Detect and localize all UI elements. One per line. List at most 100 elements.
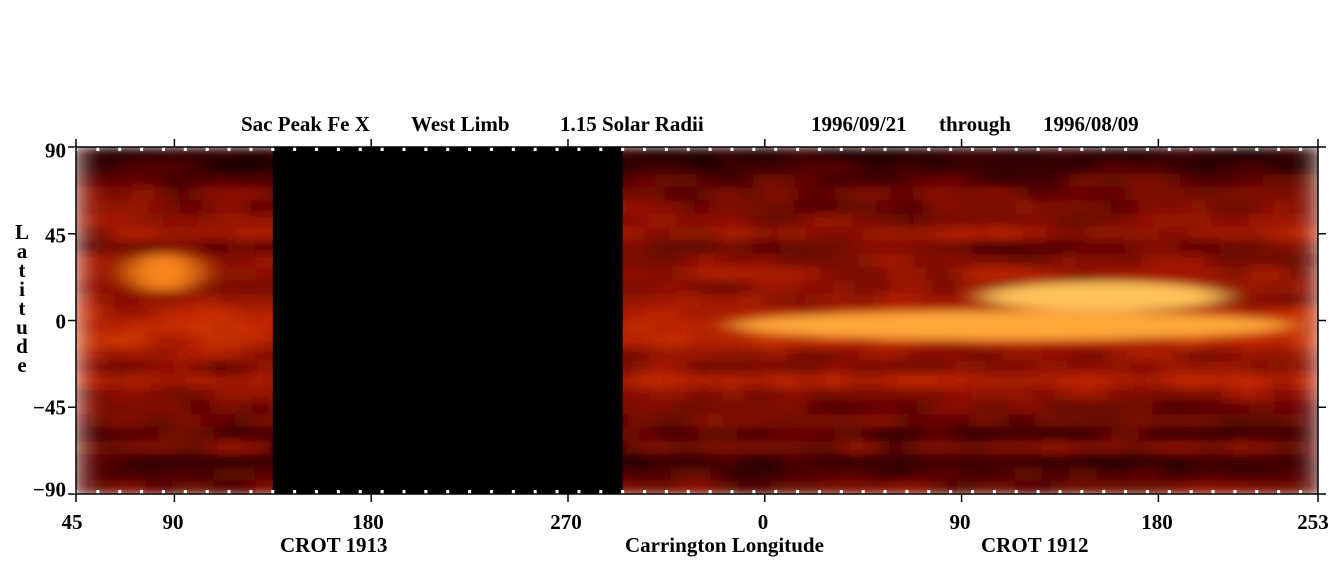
heatmap-cell (683, 147, 698, 162)
heatmap-cell (752, 467, 767, 482)
heatmap-cell (1152, 413, 1168, 429)
heatmap-cell (793, 373, 809, 389)
heatmap-cell (793, 387, 809, 402)
minor-tick-mark (861, 490, 865, 494)
heatmap-cell (103, 240, 119, 255)
heatmap-cell (172, 413, 188, 429)
heatmap-cell (1083, 240, 1099, 255)
heatmap-cell (145, 240, 160, 255)
heatmap-cell (752, 173, 767, 189)
heatmap-cell (1000, 467, 1016, 482)
heatmap-cell (1042, 147, 1057, 162)
title-instrument: Sac Peak Fe X (241, 112, 370, 136)
heatmap-cell (1042, 400, 1057, 415)
heatmap-cell (1028, 387, 1043, 402)
heatmap-cell (628, 187, 643, 202)
heatmap-cell (697, 373, 712, 389)
heatmap-cell (131, 453, 146, 469)
heatmap-cell (793, 200, 809, 215)
heatmap-cell (1193, 240, 1209, 255)
heatmap-cell (641, 240, 657, 255)
heatmap-cell (131, 227, 146, 242)
heatmap-cell (76, 280, 91, 295)
heatmap-cell (848, 427, 864, 442)
heatmap-cell (1221, 173, 1237, 189)
heatmap-cell (1055, 227, 1071, 242)
heatmap-cell (628, 373, 643, 389)
heatmap-cell (710, 453, 726, 469)
heatmap-cell (1262, 253, 1278, 269)
heatmap-cell (821, 413, 836, 429)
heatmap-cell (724, 253, 740, 269)
heatmap-cell (904, 187, 919, 202)
heatmap-cell (1138, 467, 1154, 482)
heatmap-cell (200, 480, 215, 494)
heatmap-cell (973, 387, 988, 402)
heatmap-cell (986, 480, 1002, 494)
minor-tick-mark (489, 490, 493, 494)
heatmap-cell (1152, 173, 1168, 189)
heatmap-cell (1069, 347, 1085, 362)
heatmap-cell (1028, 467, 1043, 482)
heatmap-cell (807, 160, 823, 175)
minor-tick-mark (1299, 147, 1303, 151)
heatmap-cell (945, 213, 961, 229)
heatmap-cell (848, 227, 864, 242)
heatmap-cell (959, 347, 974, 362)
heatmap-cell (1028, 160, 1043, 175)
heatmap-cell (945, 253, 961, 269)
heatmap-cell (752, 160, 767, 175)
heatmap-cell (904, 467, 919, 482)
heatmap-cell (1111, 440, 1126, 455)
heatmap-cell (752, 147, 767, 162)
heatmap-cell (931, 467, 947, 482)
minor-tick-mark (883, 147, 887, 151)
heatmap-cell (641, 173, 657, 189)
heatmap-cell (973, 400, 988, 415)
heatmap-cell (766, 147, 781, 162)
heatmap-cell (145, 173, 160, 189)
heatmap-cell (1000, 240, 1016, 255)
heatmap-cell (890, 347, 905, 362)
heatmap-cell (1014, 187, 1030, 202)
heatmap-cell (1290, 160, 1306, 175)
heatmap-cell (1152, 453, 1168, 469)
minor-tick-mark (905, 490, 909, 494)
heatmap-cell (1000, 413, 1016, 429)
minor-tick-mark (1145, 490, 1149, 494)
heatmap-cell (890, 467, 905, 482)
heatmap-cell (89, 453, 105, 469)
heatmap-cell (186, 173, 202, 189)
heatmap-cell (904, 280, 919, 295)
heatmap-cell (227, 267, 243, 282)
heatmap-cell (1111, 480, 1126, 494)
heatmap-cell (697, 320, 712, 335)
heatmap-cell (1193, 187, 1209, 202)
heatmap-cell (1304, 240, 1318, 255)
heatmap-cell (1221, 480, 1237, 494)
heatmap-cell (655, 200, 671, 215)
heatmap-cell (1262, 307, 1278, 322)
heatmap-cell (1069, 413, 1085, 429)
heatmap-cell (1014, 173, 1030, 189)
minor-tick-mark (293, 147, 297, 151)
heatmap-cell (848, 173, 864, 189)
heatmap-cell (738, 267, 754, 282)
heatmap-cell (89, 373, 105, 389)
heatmap-cell (1124, 413, 1140, 429)
heatmap-cell (1083, 453, 1099, 469)
heatmap-cell (1304, 227, 1318, 242)
heatmap-cell (1083, 200, 1099, 215)
heatmap-cell (145, 187, 160, 202)
heatmap-cell (1014, 360, 1030, 375)
heatmap-cell (103, 173, 119, 189)
heatmap-cell (103, 160, 119, 175)
heatmap-cell (186, 373, 202, 389)
heatmap-cell (807, 427, 823, 442)
heatmap-cell (145, 160, 160, 175)
heatmap-cell (1180, 453, 1195, 469)
heatmap-cell (186, 320, 202, 335)
heatmap-cell (1014, 160, 1030, 175)
heatmap-cell (145, 320, 160, 335)
heatmap-cell (145, 480, 160, 494)
